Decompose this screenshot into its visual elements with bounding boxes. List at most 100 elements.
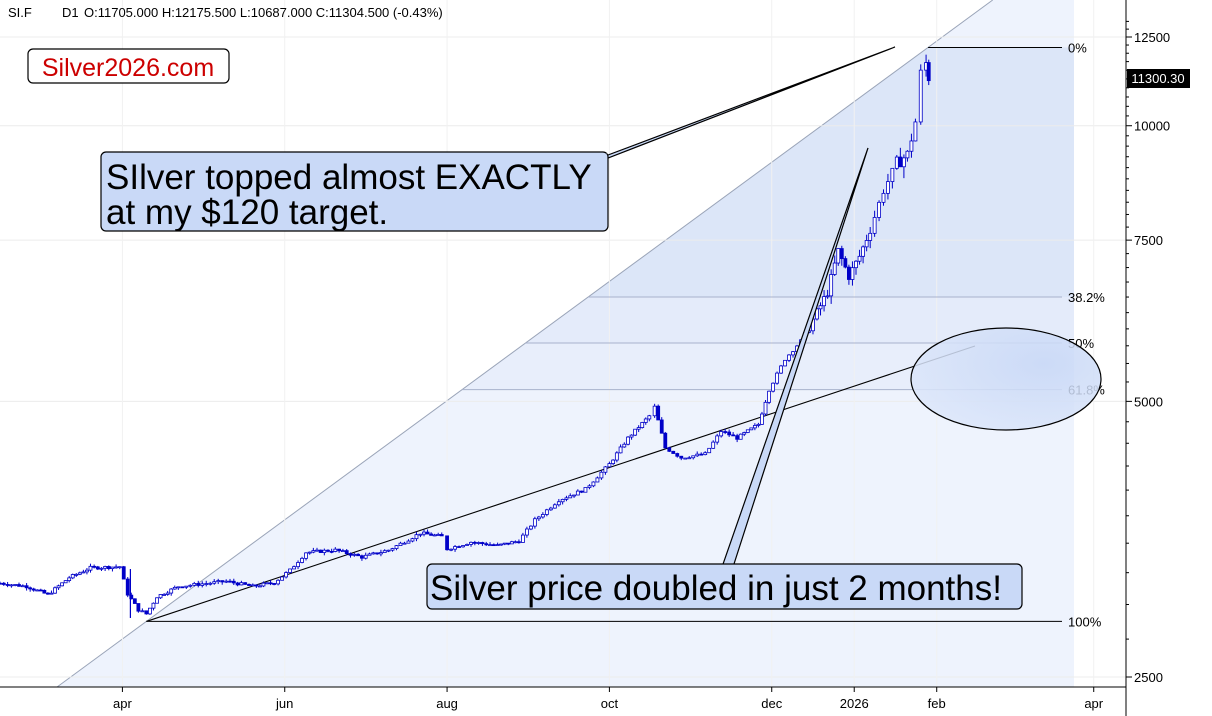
candle-body (901, 157, 906, 168)
candle-body (129, 594, 134, 600)
candle-body (74, 573, 79, 576)
candle-body (144, 610, 149, 615)
candle-body (633, 428, 638, 436)
callout-top-line2: at my $120 target. (106, 193, 388, 232)
candle-body (337, 548, 342, 552)
candle-body (81, 571, 86, 574)
candle-body (825, 295, 830, 298)
candle-body (611, 459, 616, 464)
candle-body (506, 542, 511, 545)
price-tick-label: 5000 (1134, 394, 1163, 409)
candle-body (53, 587, 57, 594)
candle-body (382, 550, 387, 553)
candle-body (31, 588, 36, 591)
price-tick-label: 2500 (1134, 670, 1163, 685)
callout-bottom-text: Silver price doubled in just 2 months! (430, 569, 1002, 608)
candle-body (284, 572, 288, 578)
candle-body (517, 541, 521, 544)
price-candles (0, 54, 931, 618)
candle-body (449, 548, 453, 551)
candle-body (607, 463, 612, 468)
candle-body (738, 433, 743, 440)
candle-body (760, 413, 764, 425)
candle-body (839, 248, 844, 259)
fib-level-label: 100% (1068, 614, 1102, 629)
candle-body (231, 580, 236, 584)
callout-top-pointer-join (600, 153, 607, 166)
candle-body (909, 140, 914, 152)
candle-body (103, 566, 108, 569)
candle-body (184, 585, 189, 588)
candle-body (307, 551, 312, 554)
candle-body (675, 453, 680, 457)
candle-body (626, 436, 630, 445)
candle-body (671, 450, 676, 454)
candle-body (877, 201, 881, 218)
candle-body (28, 587, 33, 590)
ohlc-readout: O:11705.000 H:12175.500 L:10687.000 C:11… (84, 5, 443, 20)
candle-body (0, 582, 2, 585)
time-tick-label: feb (928, 696, 946, 711)
candle-body (509, 541, 514, 545)
candle-body (779, 365, 783, 374)
symbol-label: SI.F (8, 5, 32, 20)
candle-body (683, 457, 688, 460)
price-tick-label: 10000 (1134, 119, 1170, 134)
candle-body (771, 382, 775, 392)
candle-body (552, 504, 557, 509)
candle-body (38, 589, 43, 592)
candle-body (465, 544, 469, 546)
candle-body (67, 577, 72, 581)
candle-body (132, 598, 137, 604)
candle-body (843, 258, 848, 268)
callout-top-box (100, 151, 609, 232)
candle-body (502, 542, 507, 545)
candle-body (432, 534, 437, 537)
candle-body (394, 545, 399, 549)
candle-body (180, 586, 185, 589)
candle-body (363, 554, 368, 559)
candle-body (926, 62, 931, 82)
candle-body (390, 548, 395, 551)
candle-body (564, 497, 569, 500)
time-tick-label: oct (601, 696, 619, 711)
candle-body (719, 431, 724, 437)
candle-body (723, 431, 728, 433)
candle-body (136, 603, 141, 612)
candle-body (735, 435, 740, 440)
candle-body (436, 534, 441, 536)
candle-body (110, 566, 115, 570)
candle-body (643, 418, 648, 423)
candle-body (548, 507, 553, 511)
candle-body (200, 583, 205, 586)
candle-body (88, 565, 93, 571)
time-tick-label: apr (113, 696, 132, 711)
candle-body (311, 550, 316, 553)
candle-body (461, 545, 465, 548)
candle-body (699, 453, 704, 456)
candle-body (476, 542, 481, 544)
candle-body (861, 246, 865, 257)
candle-body (300, 557, 304, 563)
candle-body (439, 534, 444, 537)
candle-body (92, 565, 97, 568)
candle-body (367, 553, 372, 556)
candle-body (787, 354, 791, 361)
candle-body (56, 585, 61, 589)
candle-body (276, 579, 280, 585)
candle-body (20, 585, 25, 588)
candle-body (272, 583, 276, 585)
candle-body (711, 441, 716, 449)
candle-body (579, 490, 584, 493)
candle-body (767, 390, 771, 403)
candle-body (480, 542, 485, 545)
candle-body (715, 435, 720, 443)
timeframe-label: D1 (62, 5, 79, 20)
candle-body (495, 544, 500, 546)
time-axis: apr jun aug oct dec 2026 feb apr (0, 686, 1126, 711)
candle-body (46, 592, 50, 595)
candle-body (647, 415, 652, 420)
candle-body (322, 549, 327, 553)
candle-body (829, 274, 834, 297)
